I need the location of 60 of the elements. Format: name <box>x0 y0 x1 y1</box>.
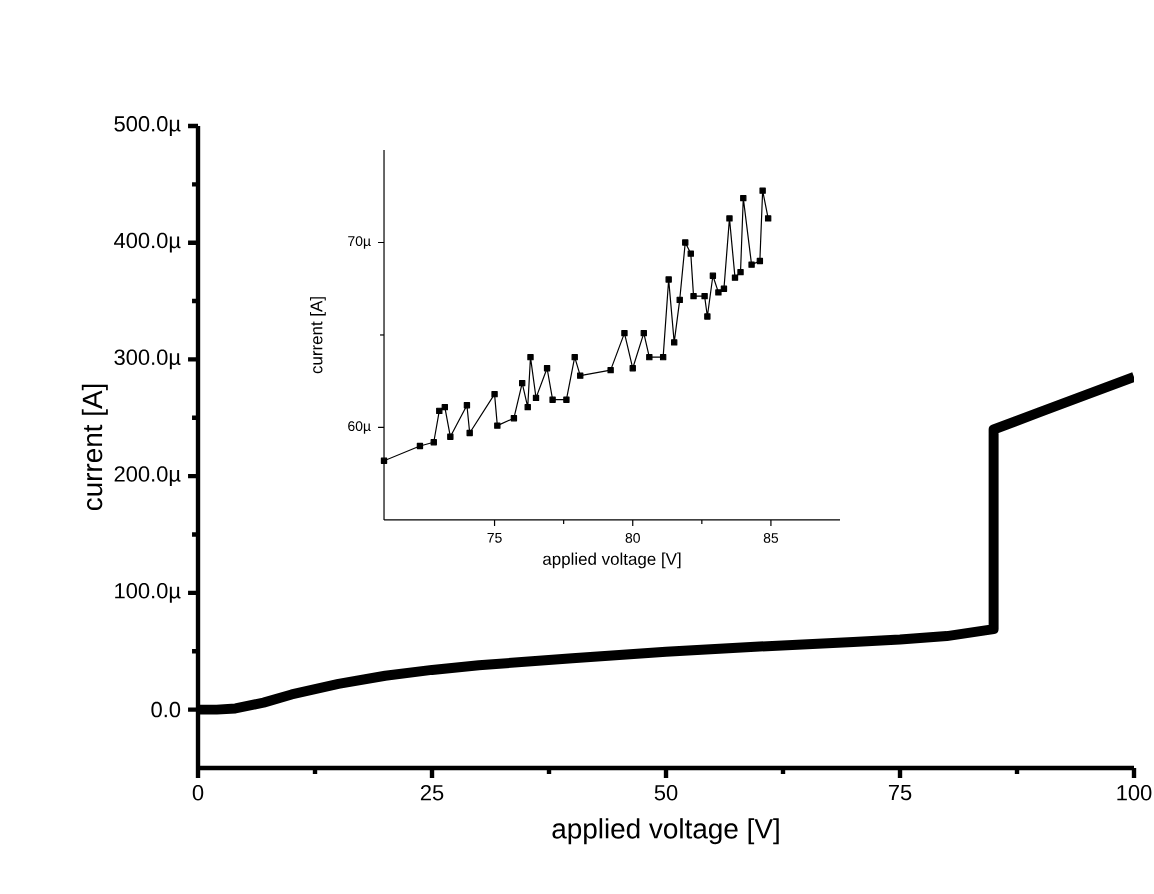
point <box>607 366 614 374</box>
y-tick-label: 100.0µ <box>115 582 181 603</box>
point <box>756 257 764 265</box>
point <box>676 296 683 304</box>
point <box>701 292 708 300</box>
y-tick-label: 0.0 <box>151 701 181 718</box>
point <box>715 289 722 296</box>
x-tick-label: 75 <box>888 784 912 801</box>
point <box>447 433 454 440</box>
y-tick-label: 300.0µ <box>114 349 181 370</box>
point <box>748 261 755 268</box>
point <box>740 194 747 202</box>
point <box>466 429 473 437</box>
point <box>646 353 653 361</box>
point <box>441 403 449 411</box>
point <box>577 372 584 379</box>
point <box>491 390 498 398</box>
point <box>430 439 437 446</box>
x-tick-label: 0 <box>192 784 204 801</box>
point <box>690 292 697 300</box>
point <box>463 402 471 409</box>
x-tick-label: 100 <box>1117 784 1152 801</box>
point <box>563 396 570 403</box>
y-axis-title: current [A] <box>310 297 326 374</box>
point <box>543 365 551 372</box>
point <box>720 285 728 292</box>
point <box>519 379 526 387</box>
point <box>416 442 424 450</box>
point <box>687 250 694 257</box>
point <box>524 403 531 411</box>
point <box>527 353 534 361</box>
point <box>665 276 672 283</box>
point <box>621 329 628 337</box>
point <box>659 353 667 361</box>
x-tick-label: 50 <box>654 784 678 801</box>
y-axis-title: current [A] <box>81 384 108 511</box>
x-axis-title: applied voltage [V] <box>543 552 681 569</box>
point <box>764 215 772 222</box>
y-tick-label: 500.0µ <box>114 116 181 136</box>
point <box>759 187 766 194</box>
point <box>436 407 443 415</box>
x-tick-label: 25 <box>420 784 444 801</box>
point <box>571 353 578 361</box>
point <box>709 272 717 279</box>
point <box>640 329 647 337</box>
point <box>682 239 689 246</box>
x-axis-title: applied voltage [V] <box>552 818 779 845</box>
point <box>671 339 678 346</box>
point <box>726 215 733 222</box>
y-tick-label: 400.0µ <box>114 232 181 253</box>
point <box>549 396 556 403</box>
point <box>532 394 540 402</box>
point <box>494 422 501 429</box>
point <box>510 415 518 422</box>
point <box>380 457 388 464</box>
point <box>629 365 636 372</box>
point <box>731 274 739 281</box>
point <box>704 313 711 320</box>
y-tick-label: 200.0µ <box>114 466 181 487</box>
point <box>737 268 744 276</box>
